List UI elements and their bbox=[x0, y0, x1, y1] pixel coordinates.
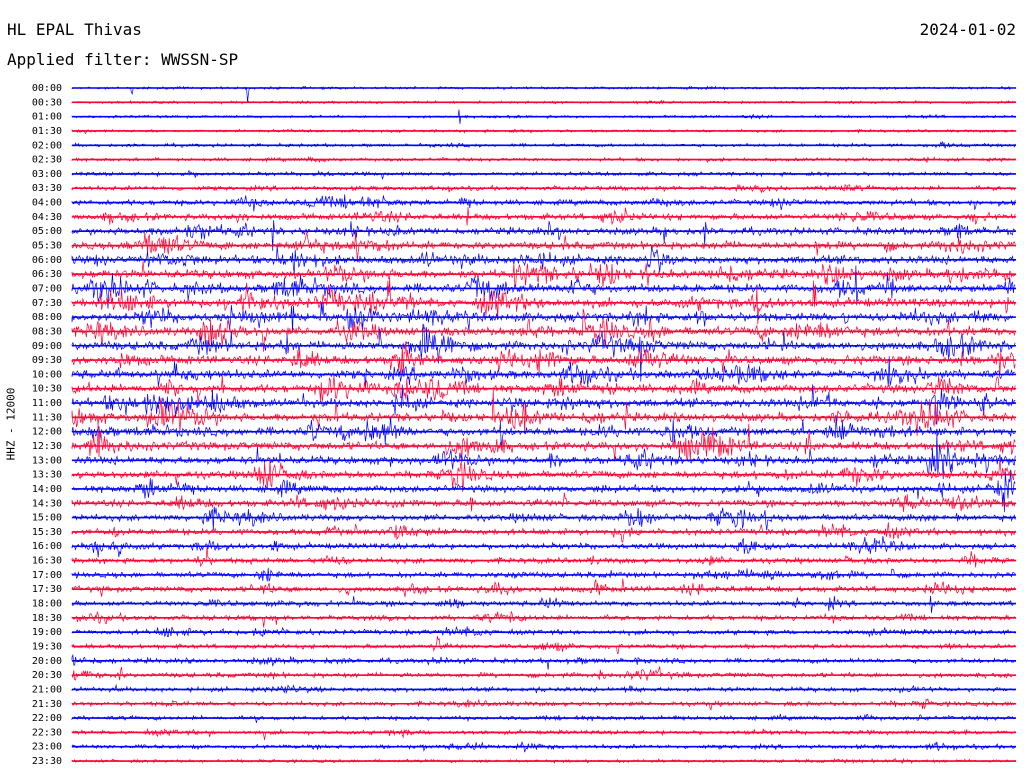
row-time-label: 11:00 bbox=[32, 398, 62, 409]
row-time-label: 18:30 bbox=[32, 613, 62, 624]
row-time-label: 07:30 bbox=[32, 298, 62, 309]
row-time-label: 20:30 bbox=[32, 670, 62, 681]
row-time-label: 20:00 bbox=[32, 656, 62, 667]
row-time-label: 16:30 bbox=[32, 556, 62, 567]
row-time-label: 07:00 bbox=[32, 283, 62, 294]
trace-line bbox=[71, 666, 1016, 681]
row-time-label: 21:30 bbox=[32, 699, 62, 710]
trace-line bbox=[71, 567, 1016, 582]
trace-line bbox=[71, 245, 1016, 274]
row-time-label: 09:30 bbox=[32, 355, 62, 366]
row-time-label: 01:00 bbox=[32, 112, 62, 123]
trace-line bbox=[71, 194, 1016, 212]
trace-line bbox=[71, 308, 1016, 352]
trace-line bbox=[71, 323, 1016, 382]
trace-line bbox=[71, 653, 1016, 670]
row-time-label: 18:00 bbox=[32, 599, 62, 610]
row-time-label: 19:30 bbox=[32, 641, 62, 652]
row-time-label: 01:30 bbox=[32, 126, 62, 137]
row-time-label: 19:00 bbox=[32, 627, 62, 638]
row-time-label: 06:00 bbox=[32, 255, 62, 266]
row-time-label: 15:30 bbox=[32, 527, 62, 538]
trace-line bbox=[71, 169, 1016, 180]
row-time-label: 13:30 bbox=[32, 470, 62, 481]
row-time-label: 23:00 bbox=[32, 742, 62, 753]
trace-line bbox=[71, 636, 1016, 655]
row-time-label: 06:30 bbox=[32, 269, 62, 280]
row-time-label: 16:00 bbox=[32, 541, 62, 552]
row-time-label: 08:30 bbox=[32, 326, 62, 337]
trace-line bbox=[71, 389, 1016, 437]
row-time-label: 10:00 bbox=[32, 369, 62, 380]
row-time-label: 05:30 bbox=[32, 241, 62, 252]
row-time-label: 14:00 bbox=[32, 484, 62, 495]
row-time-label: 04:30 bbox=[32, 212, 62, 223]
trace-line bbox=[71, 384, 1016, 425]
row-time-label: 11:30 bbox=[32, 412, 62, 423]
filter-label: Applied filter: WWSSN-SP bbox=[7, 50, 239, 69]
row-time-label: 15:00 bbox=[32, 513, 62, 524]
trace-line bbox=[71, 458, 1016, 492]
row-time-label: 09:00 bbox=[32, 341, 62, 352]
trace-line bbox=[71, 341, 1016, 377]
row-time-label: 02:00 bbox=[32, 140, 62, 151]
row-time-label: 17:30 bbox=[32, 584, 62, 595]
trace-line bbox=[71, 421, 1016, 464]
row-time-label: 03:30 bbox=[32, 183, 62, 194]
row-time-label: 22:00 bbox=[32, 713, 62, 724]
trace-line bbox=[71, 506, 1016, 531]
trace-line bbox=[71, 595, 1016, 614]
trace-line bbox=[71, 356, 1016, 389]
row-time-label: 05:00 bbox=[32, 226, 62, 237]
trace-line bbox=[71, 727, 1016, 741]
row-time-label: 04:00 bbox=[32, 198, 62, 209]
row-time-label: 23:30 bbox=[32, 756, 62, 767]
row-time-label: 12:00 bbox=[32, 427, 62, 438]
row-time-label: 00:30 bbox=[32, 97, 62, 108]
trace-line bbox=[71, 610, 1016, 628]
trace-line bbox=[71, 492, 1016, 513]
row-time-label: 00:00 bbox=[32, 83, 62, 94]
row-time-label: 17:00 bbox=[32, 570, 62, 581]
row-time-label: 08:00 bbox=[32, 312, 62, 323]
trace-line bbox=[71, 546, 1016, 568]
row-time-label: 13:00 bbox=[32, 455, 62, 466]
row-time-label: 03:00 bbox=[32, 169, 62, 180]
trace-line bbox=[71, 277, 1016, 325]
trace-line bbox=[71, 470, 1016, 513]
row-time-label: 14:30 bbox=[32, 498, 62, 509]
date-label: 2024-01-02 bbox=[919, 20, 1016, 39]
row-time-label: 02:30 bbox=[32, 155, 62, 166]
row-time-label: 10:30 bbox=[32, 384, 62, 395]
row-time-label: 22:30 bbox=[32, 727, 62, 738]
row-time-label: 12:30 bbox=[32, 441, 62, 452]
row-time-label: 21:00 bbox=[32, 684, 62, 695]
station-title: HL EPAL Thivas bbox=[7, 20, 142, 39]
trace-line bbox=[71, 578, 1016, 597]
